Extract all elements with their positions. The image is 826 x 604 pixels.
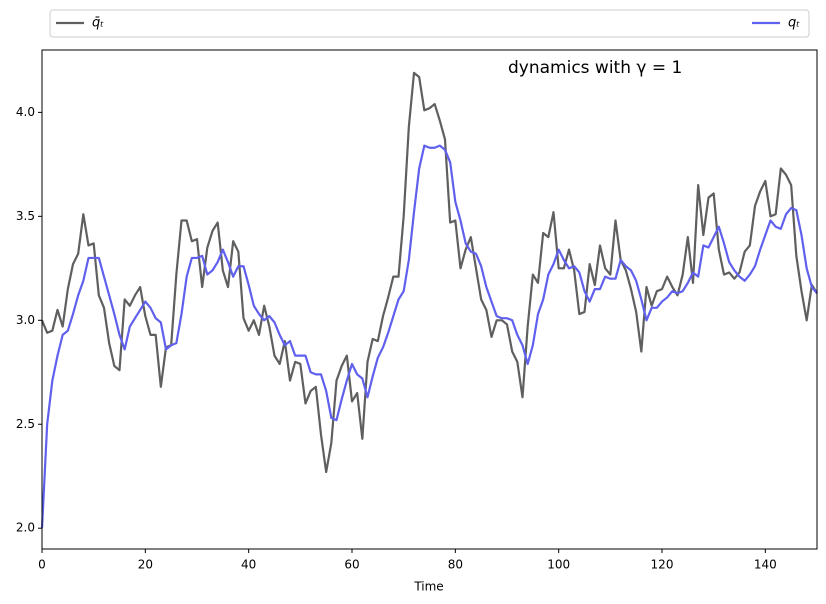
legend-label: qₜ	[788, 16, 800, 31]
y-tick-label: 2.5	[16, 417, 35, 431]
x-tick-label: 80	[448, 558, 463, 572]
x-tick-label: 100	[547, 558, 570, 572]
y-tick-label: 3.5	[16, 209, 35, 223]
x-axis-label: Time	[413, 580, 443, 594]
x-tick-label: 20	[138, 558, 153, 572]
x-tick-label: 60	[344, 558, 359, 572]
y-tick-label: 3.0	[16, 313, 35, 327]
legend	[49, 9, 810, 38]
x-tick-label: 40	[241, 558, 256, 572]
series-line	[40, 144, 818, 529]
series-line	[40, 71, 818, 474]
x-tick-label: 120	[651, 558, 674, 572]
y-tick-label: 2.0	[16, 521, 35, 535]
annotation: dynamics with γ = 1	[508, 58, 682, 78]
legend-label: q̄ₜ	[92, 16, 104, 31]
x-tick-label: 0	[38, 558, 46, 572]
y-tick-label: 4.0	[16, 105, 35, 119]
plot-frame	[41, 49, 818, 550]
x-tick-label: 140	[754, 558, 777, 572]
